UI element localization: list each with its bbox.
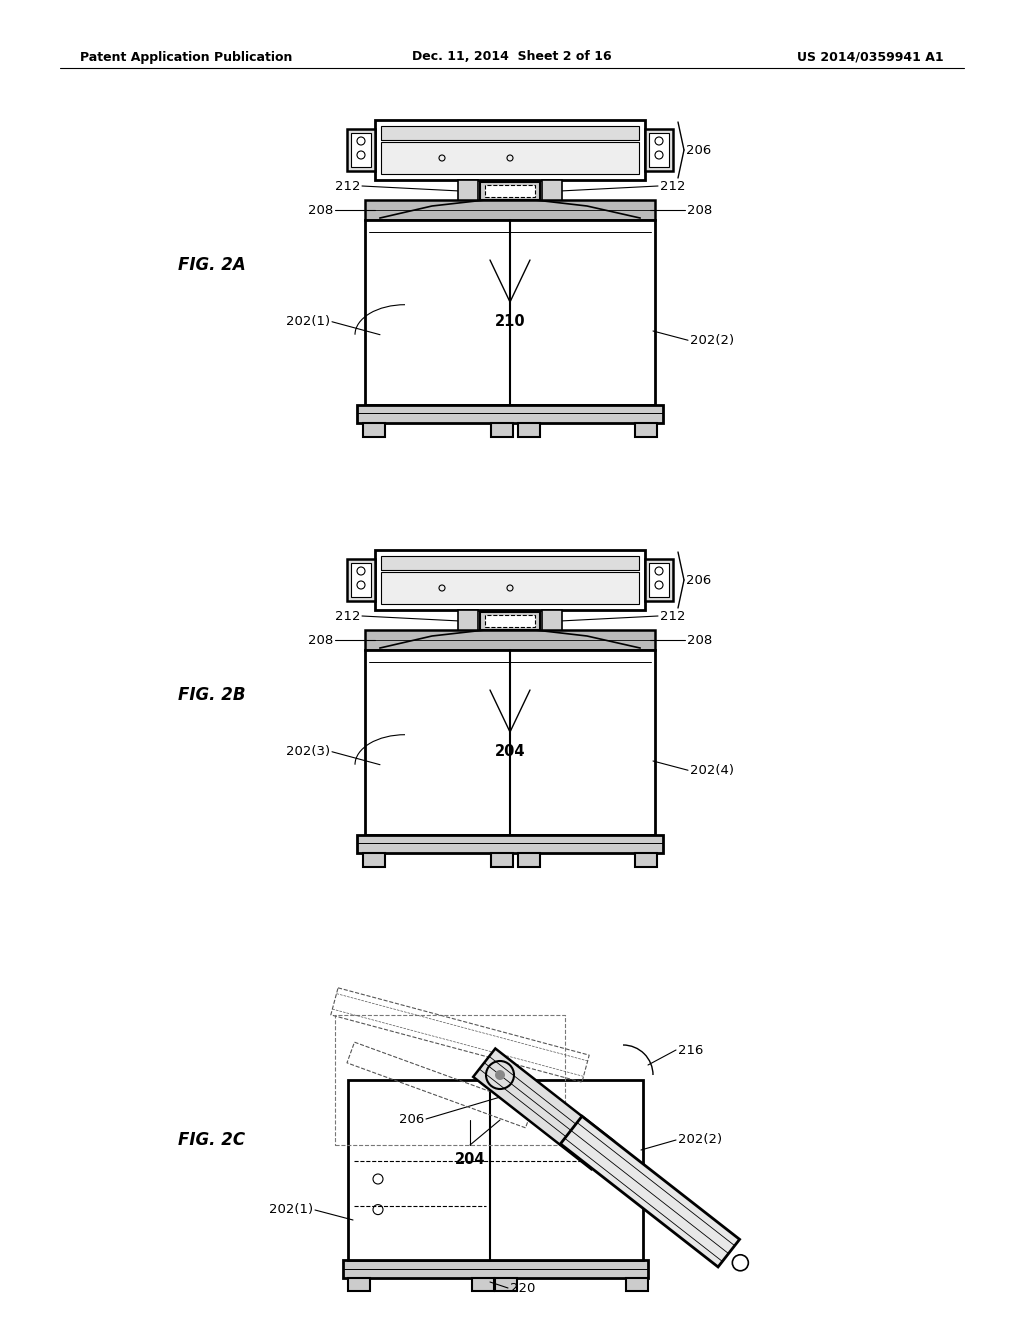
- Bar: [381, 572, 639, 605]
- Bar: [381, 143, 639, 174]
- Bar: [645, 129, 673, 172]
- Text: FIG. 2B: FIG. 2B: [178, 686, 246, 704]
- Text: FIG. 2C: FIG. 2C: [178, 1131, 245, 1148]
- Polygon shape: [560, 1117, 739, 1267]
- Bar: [649, 564, 669, 597]
- Bar: [375, 550, 645, 610]
- Text: 212: 212: [335, 610, 360, 623]
- Text: US 2014/0359941 A1: US 2014/0359941 A1: [798, 50, 944, 63]
- Bar: [351, 133, 371, 168]
- Polygon shape: [586, 1138, 620, 1172]
- Text: 212: 212: [660, 610, 685, 623]
- Bar: [542, 180, 562, 202]
- Bar: [348, 1278, 370, 1291]
- Bar: [495, 1278, 517, 1291]
- Text: 206: 206: [686, 573, 712, 586]
- Bar: [458, 180, 478, 202]
- Bar: [365, 630, 655, 649]
- Bar: [635, 422, 657, 437]
- Text: 202(3): 202(3): [286, 746, 330, 758]
- Bar: [347, 558, 375, 601]
- Text: 202(1): 202(1): [286, 315, 330, 329]
- Bar: [626, 1278, 648, 1291]
- Text: 202(2): 202(2): [678, 1134, 722, 1147]
- Text: 208: 208: [687, 634, 713, 647]
- Bar: [472, 1278, 494, 1291]
- Polygon shape: [473, 1048, 613, 1170]
- Text: 208: 208: [687, 203, 713, 216]
- Bar: [485, 615, 535, 627]
- Bar: [365, 649, 655, 836]
- Bar: [362, 422, 385, 437]
- Bar: [381, 125, 639, 140]
- Bar: [649, 133, 669, 168]
- Bar: [458, 610, 478, 632]
- Bar: [335, 1015, 565, 1144]
- Bar: [490, 422, 513, 437]
- Text: 202(2): 202(2): [690, 334, 734, 347]
- Bar: [343, 1261, 648, 1278]
- Text: 204: 204: [455, 1152, 485, 1167]
- Text: 204: 204: [495, 744, 525, 759]
- Bar: [357, 836, 663, 853]
- Bar: [347, 129, 375, 172]
- Bar: [357, 405, 663, 422]
- Bar: [365, 201, 655, 220]
- Bar: [485, 185, 535, 197]
- Bar: [381, 556, 639, 570]
- Text: 220: 220: [510, 1282, 536, 1295]
- Text: 212: 212: [335, 180, 360, 193]
- Bar: [480, 612, 540, 630]
- Bar: [375, 120, 645, 180]
- Text: Patent Application Publication: Patent Application Publication: [80, 50, 293, 63]
- Bar: [490, 853, 513, 867]
- Bar: [365, 220, 655, 405]
- Bar: [351, 564, 371, 597]
- Text: 210: 210: [495, 314, 525, 330]
- Bar: [518, 422, 540, 437]
- Text: Dec. 11, 2014  Sheet 2 of 16: Dec. 11, 2014 Sheet 2 of 16: [413, 50, 611, 63]
- Text: 212: 212: [660, 180, 685, 193]
- Text: 208: 208: [308, 634, 333, 647]
- Text: 208: 208: [308, 203, 333, 216]
- Bar: [645, 558, 673, 601]
- Bar: [635, 853, 657, 867]
- Bar: [542, 610, 562, 632]
- Text: 216: 216: [678, 1044, 703, 1056]
- Bar: [362, 853, 385, 867]
- Bar: [348, 1080, 643, 1261]
- Text: FIG. 2A: FIG. 2A: [178, 256, 246, 275]
- Bar: [518, 853, 540, 867]
- Text: 206: 206: [398, 1113, 424, 1126]
- Circle shape: [495, 1071, 505, 1080]
- Text: 206: 206: [686, 144, 712, 157]
- Text: 202(1): 202(1): [269, 1204, 313, 1217]
- Text: 202(4): 202(4): [690, 764, 734, 776]
- Bar: [480, 182, 540, 201]
